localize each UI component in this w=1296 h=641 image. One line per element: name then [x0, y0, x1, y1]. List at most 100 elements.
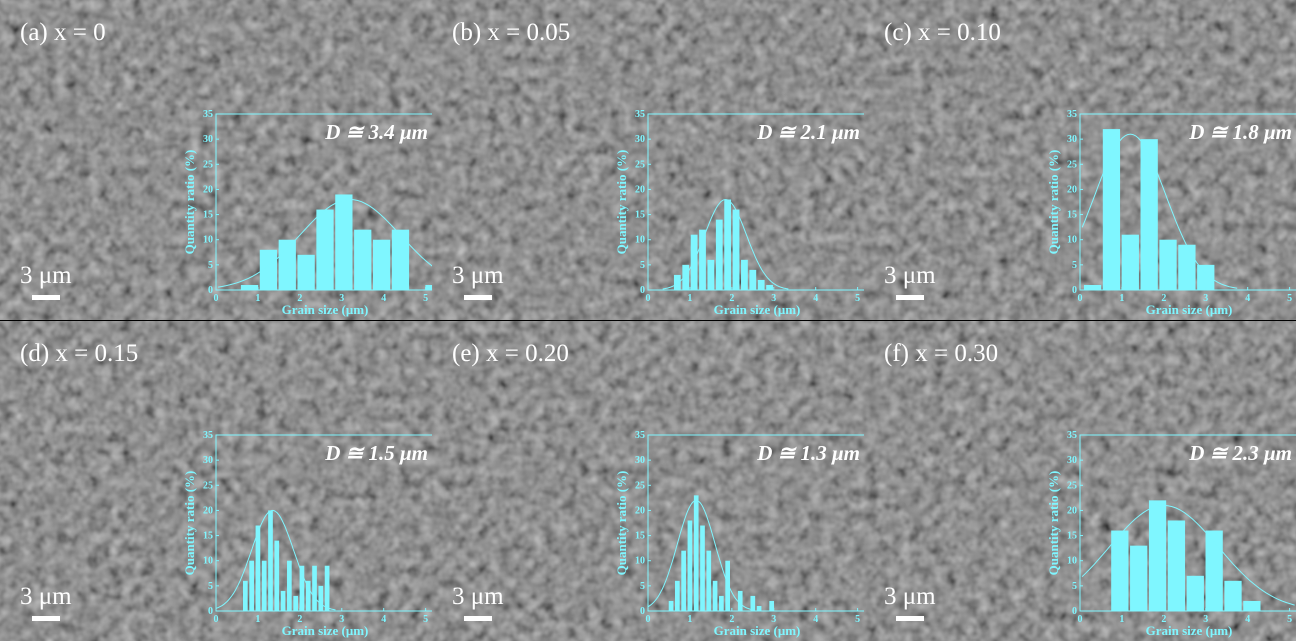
y-axis-title: Quantity ratio (%): [182, 150, 197, 255]
x-tick-label: 3: [339, 614, 344, 625]
y-tick-label: 35: [203, 109, 213, 120]
y-tick-label: 20: [1067, 505, 1077, 516]
histogram-bar: [700, 525, 705, 611]
histogram-bar: [335, 194, 353, 290]
histogram-bar: [724, 199, 732, 290]
y-tick-label: 0: [208, 606, 213, 617]
y-tick-label: 20: [635, 184, 645, 195]
scale-bar: [896, 616, 924, 621]
x-tick-label: 2: [1161, 293, 1166, 304]
histogram-bar: [297, 254, 315, 290]
x-tick-label: 1: [687, 293, 692, 304]
histogram-bar: [1159, 239, 1177, 290]
y-tick-label: 5: [208, 260, 213, 271]
y-tick-label: 10: [203, 235, 213, 246]
scale-bar-label: 3 μm: [20, 583, 72, 610]
y-tick-label: 15: [203, 531, 213, 542]
y-tick-label: 30: [635, 134, 645, 145]
scale-bar: [32, 616, 60, 621]
histogram-bar: [391, 229, 410, 290]
histogram-bar: [706, 550, 712, 611]
y-tick-label: 15: [1067, 531, 1077, 542]
histogram-bar: [769, 600, 775, 611]
histogram-bar: [299, 565, 305, 611]
histogram-bar: [274, 540, 280, 611]
x-tick-label: 2: [729, 293, 734, 304]
histogram-bar: [1167, 520, 1186, 611]
histogram-bar: [1111, 530, 1129, 611]
histogram-bar: [715, 219, 723, 290]
y-tick-label: 10: [203, 556, 213, 567]
histogram-bar: [1205, 530, 1223, 611]
y-tick-label: 30: [1067, 134, 1077, 145]
histogram-bar: [1148, 500, 1167, 611]
histogram-bar: [1178, 244, 1196, 290]
histogram-bar: [312, 565, 317, 611]
scale-bar-label: 3 μm: [884, 262, 936, 289]
y-tick-label: 10: [1067, 235, 1077, 246]
y-tick-label: 25: [203, 480, 213, 491]
x-tick-label: 5: [423, 614, 428, 625]
y-tick-label: 5: [208, 581, 213, 592]
histogram-bar: [287, 560, 292, 611]
x-tick-label: 2: [297, 614, 302, 625]
histogram-bar: [668, 600, 674, 611]
y-axis-title: Quantity ratio (%): [614, 150, 629, 255]
x-tick-label: 3: [771, 293, 776, 304]
panel-label: (c) x = 0.10: [884, 19, 1001, 46]
panel-c: (c) x = 0.10 3 μm 0 5 10 15 20 25 30 35 0 1 2 3 4 5 Grai…: [864, 0, 1296, 320]
x-tick-label: 3: [771, 614, 776, 625]
histogram-bar: [293, 595, 298, 611]
y-tick-label: 10: [635, 235, 645, 246]
histogram-bar: [766, 284, 773, 290]
histogram-bar: [249, 560, 254, 611]
mean-size-annotation: D ≅ 3.4 μm: [324, 120, 428, 144]
histogram-bar: [240, 284, 259, 290]
x-axis-title: Grain size (μm): [714, 302, 801, 317]
histogram-bar: [690, 234, 698, 290]
mean-size-annotation: D ≅ 2.1 μm: [756, 120, 860, 144]
y-tick-label: 5: [640, 581, 645, 592]
y-tick-label: 20: [203, 505, 213, 516]
x-tick-label: 5: [855, 293, 860, 304]
y-tick-label: 30: [203, 455, 213, 466]
y-tick-label: 0: [1072, 285, 1077, 296]
gaussian-fit-curve: [1081, 133, 1238, 289]
y-axis-title: Quantity ratio (%): [614, 471, 629, 576]
panel-e: (e) x = 0.20 3 μm 0 5 10 15 20 25 30 35 0 1 2 3 4 5 Grai…: [432, 321, 867, 641]
y-tick-label: 0: [640, 606, 645, 617]
x-tick-label: 1: [1119, 293, 1124, 304]
histogram-bar: [1197, 264, 1215, 290]
mean-size-annotation: D ≅ 1.5 μm: [324, 441, 428, 465]
x-axis-title: Grain size (μm): [282, 302, 369, 317]
mean-size-annotation: D ≅ 2.3 μm: [1188, 441, 1292, 465]
mean-size-annotation: D ≅ 1.8 μm: [1188, 120, 1292, 144]
histogram-bar: [1186, 575, 1204, 611]
x-tick-label: 4: [1245, 614, 1250, 625]
histogram-bar: [1224, 580, 1242, 611]
histogram-bar: [673, 274, 681, 290]
x-tick-label: 2: [297, 293, 302, 304]
scale-bar: [896, 295, 924, 300]
histogram-bar: [1130, 545, 1148, 611]
x-tick-label: 4: [1245, 293, 1250, 304]
y-tick-label: 20: [203, 184, 213, 195]
y-tick-label: 0: [1072, 606, 1077, 617]
x-tick-label: 3: [339, 293, 344, 304]
histogram-bar: [261, 560, 267, 611]
gaussian-fit-curve: [1081, 504, 1295, 606]
x-tick-label: 4: [381, 614, 386, 625]
y-tick-label: 25: [1067, 480, 1077, 491]
y-tick-label: 35: [635, 109, 645, 120]
histogram-bar: [741, 259, 748, 290]
y-tick-label: 30: [1067, 455, 1077, 466]
histogram-bar: [268, 510, 273, 611]
x-tick-label: 4: [381, 293, 386, 304]
histogram-bar: [712, 580, 718, 611]
gaussian-fit-curve: [215, 509, 336, 611]
y-tick-label: 10: [635, 556, 645, 567]
y-tick-label: 15: [635, 210, 645, 221]
x-tick-label: 4: [813, 293, 818, 304]
scale-bar-label: 3 μm: [884, 583, 936, 610]
